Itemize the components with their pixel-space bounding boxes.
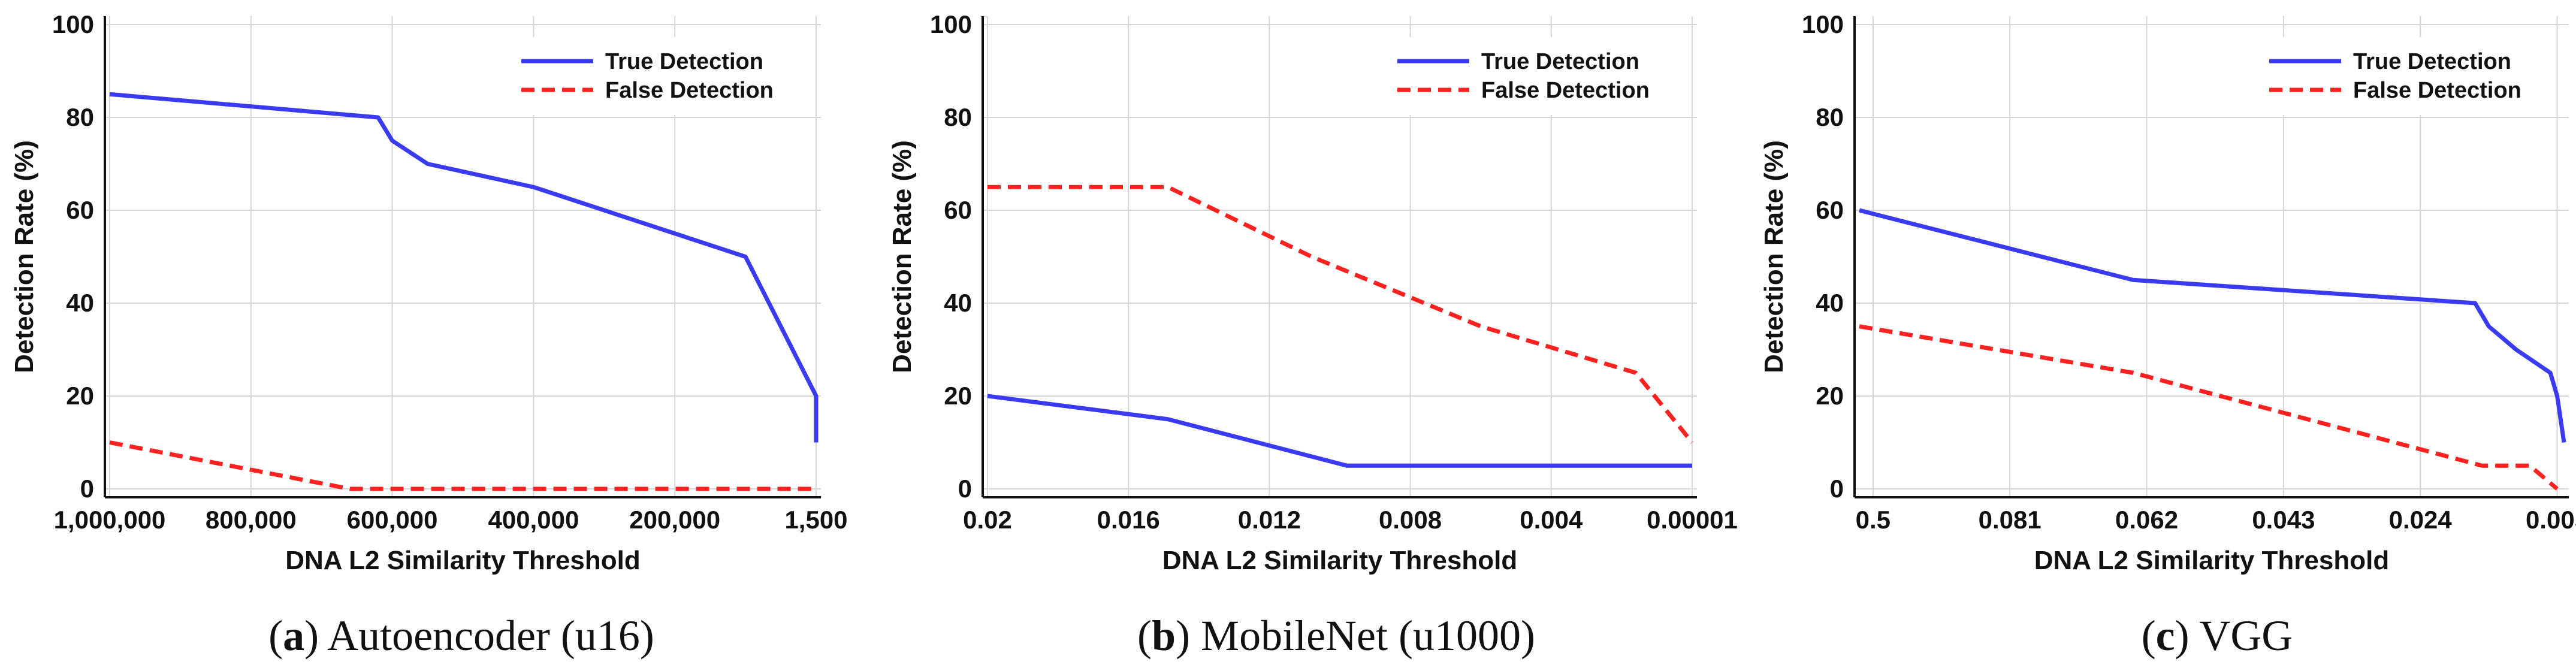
y-tick-label: 0 [958, 474, 972, 503]
y-tick-label: 80 [944, 103, 972, 131]
legend-label: True Detection [1481, 49, 1639, 74]
y-tick-label: 60 [944, 196, 972, 224]
x-tick-label: 800,000 [206, 506, 297, 534]
y-tick-label: 80 [1816, 103, 1844, 131]
x-tick-label: 0.016 [1097, 506, 1160, 534]
series-line-false-detection [987, 185, 1694, 444]
legend-label: False Detection [2353, 78, 2521, 103]
legend-label: True Detection [2353, 49, 2511, 74]
panel-caption: (b) MobileNet (u1000) [1137, 612, 1535, 660]
y-tick-label: 100 [1802, 10, 1844, 38]
panel-caption: (a) Autoencoder (u16) [268, 612, 654, 660]
y-tick-label: 100 [930, 10, 972, 38]
legend-box [509, 37, 791, 115]
x-axis-label: DNA L2 Similarity Threshold [2034, 546, 2389, 575]
x-tick-label: 0.043 [2252, 506, 2315, 534]
legend: True Detection False Detection [2257, 37, 2539, 115]
chart-panel-a: 0 20 40 60 80 100 1,000,000 800,000 600,000 400,0… [10, 10, 848, 660]
series-line-true-detection [987, 394, 1692, 468]
y-tick-label: 20 [1816, 382, 1844, 410]
y-tick-label: 40 [1816, 289, 1844, 317]
x-tick-label: 0.02 [963, 506, 1012, 534]
x-tick-label: 0.005 [2526, 506, 2576, 534]
x-tick-label: 0.081 [1979, 506, 2042, 534]
y-tick-label: 100 [52, 10, 94, 38]
y-tick-label: 40 [66, 289, 94, 317]
y-tick-label: 40 [944, 289, 972, 317]
legend-box [2257, 37, 2539, 115]
legend: True Detection False Detection [1385, 37, 1667, 115]
legend-label: False Detection [1481, 78, 1650, 103]
chart-panel-b: 0 20 40 60 80 100 0.02 0.016 0.012 0.008 0.004 0.00… [887, 10, 1738, 660]
x-tick-label: 400,000 [488, 506, 579, 534]
chart-panel-c: 0 20 40 60 80 100 0.5 0.081 0.062 0.043 0.024 0.005… [1759, 10, 2576, 660]
x-tick-label: 200,000 [629, 506, 720, 534]
series-line-true-detection [1859, 208, 2566, 443]
x-tick-label: 0.062 [2115, 506, 2178, 534]
x-tick-label: 600,000 [347, 506, 438, 534]
legend-box [1385, 37, 1667, 115]
y-axis-label: Detection Rate (%) [887, 140, 917, 373]
y-tick-label: 0 [1830, 474, 1844, 503]
x-axis-label: DNA L2 Similarity Threshold [1162, 546, 1517, 575]
legend: True Detection False Detection [509, 37, 791, 115]
x-tick-label: 1,500 [784, 506, 847, 534]
legend-label: True Detection [605, 49, 763, 74]
y-axis-label: Detection Rate (%) [10, 140, 39, 373]
series-line-false-detection [1859, 324, 2559, 491]
legend-label: False Detection [605, 78, 774, 103]
x-tick-label: 0.024 [2389, 506, 2453, 534]
y-tick-label: 20 [66, 382, 94, 410]
series-line-false-detection [109, 440, 816, 491]
series-line-true-detection [109, 92, 819, 443]
y-tick-label: 60 [1816, 196, 1844, 224]
x-tick-label: 0.004 [1520, 506, 1583, 534]
panel-caption: (c) VGG [2142, 612, 2293, 660]
x-tick-label: 0.5 [1856, 506, 1891, 534]
x-tick-label: 1,000,000 [54, 506, 166, 534]
y-tick-label: 80 [66, 103, 94, 131]
y-tick-label: 60 [66, 196, 94, 224]
y-tick-label: 20 [944, 382, 972, 410]
x-tick-label: 0.00001 [1647, 506, 1738, 534]
y-axis-label: Detection Rate (%) [1759, 140, 1789, 373]
x-axis-label: DNA L2 Similarity Threshold [285, 546, 640, 575]
y-tick-label: 0 [80, 474, 94, 503]
x-tick-label: 0.012 [1238, 506, 1301, 534]
x-tick-label: 0.008 [1379, 506, 1442, 534]
